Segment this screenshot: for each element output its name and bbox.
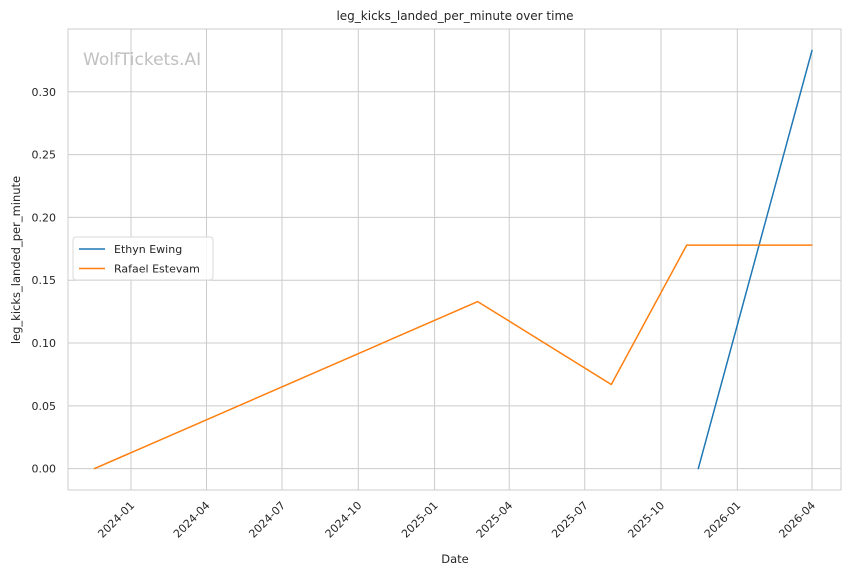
y-tick-label: 0.00: [32, 463, 57, 476]
legend-label: Ethyn Ewing: [114, 243, 182, 256]
x-axis-ticks: 2024-01 2024-04 2024-07 2024-10 2025-01 2025-…: [95, 499, 818, 541]
x-tick-label: 2024-01: [95, 499, 137, 541]
legend-box: [72, 236, 214, 281]
y-tick-label: 0.30: [32, 86, 57, 99]
x-tick-label: 2024-04: [171, 499, 213, 541]
x-axis-label: Date: [441, 552, 469, 566]
x-tick-label: 2025-10: [625, 499, 667, 541]
y-axis-label: leg_kicks_landed_per_minute: [9, 176, 23, 344]
series-line: [697, 49, 813, 470]
x-tick-label: 2026-04: [776, 499, 818, 541]
series-line: [93, 244, 813, 470]
y-tick-label: 0.10: [32, 337, 57, 350]
x-tick-label: 2025-07: [549, 499, 591, 541]
watermark: WolfTickets.AI: [83, 50, 201, 70]
legend-label: Rafael Estevam: [114, 263, 200, 276]
gridlines: [68, 29, 841, 490]
y-tick-label: 0.15: [32, 274, 57, 287]
series-lines: [93, 49, 813, 470]
x-tick-label: 2025-04: [474, 499, 516, 541]
x-tick-label: 2025-01: [399, 499, 441, 541]
x-tick-label: 2024-10: [323, 499, 365, 541]
y-axis-ticks: 0.00 0.05 0.10 0.15 0.20 0.25 0.30: [32, 86, 57, 476]
y-tick-label: 0.25: [32, 149, 57, 162]
x-tick-label: 2024-07: [246, 499, 288, 541]
legend: Ethyn Ewing Rafael Estevam: [72, 236, 214, 281]
plot-frame: [67, 28, 842, 491]
x-tick-label: 2026-01: [702, 499, 744, 541]
y-tick-label: 0.05: [32, 400, 57, 413]
plot-area: WolfTickets.AI: [67, 28, 842, 491]
chart-title: leg_kicks_landed_per_minute over time: [336, 9, 573, 23]
y-tick-label: 0.20: [32, 211, 57, 224]
